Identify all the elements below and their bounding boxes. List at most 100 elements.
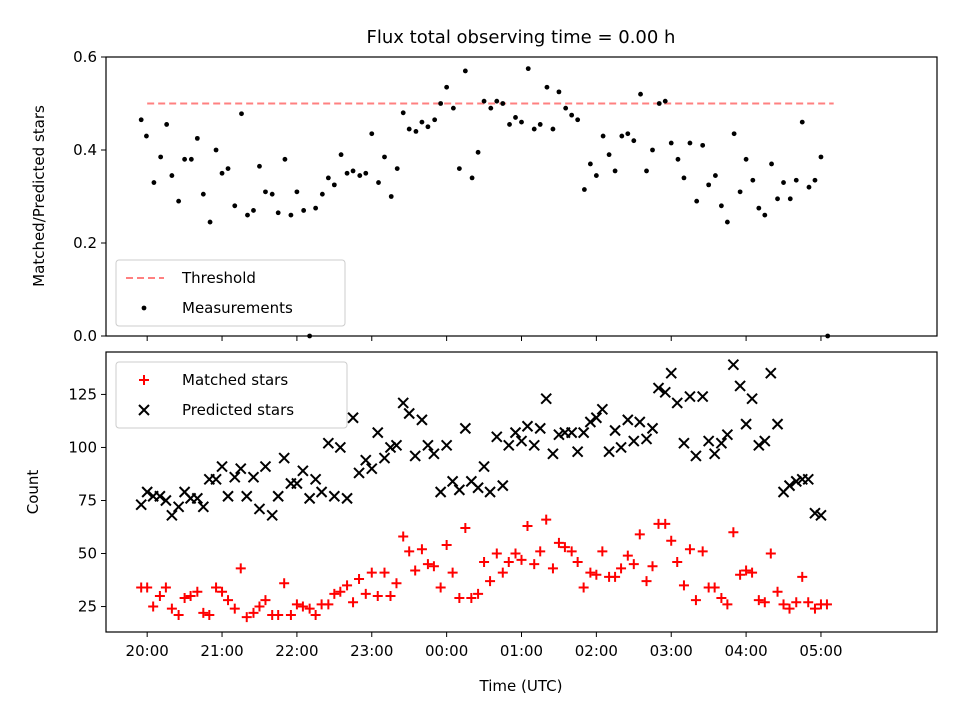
matched-star-point	[385, 590, 396, 601]
predicted-star-point	[640, 433, 653, 445]
predicted-star-point	[259, 460, 272, 473]
matched-star-point	[591, 569, 602, 580]
predicted-star-point	[291, 477, 303, 490]
predicted-star-point	[497, 479, 509, 492]
predicted-star-point	[671, 397, 683, 409]
matched-star-point	[784, 603, 795, 614]
x-tick-label: 05:00	[799, 642, 842, 660]
matched-star-point	[454, 593, 465, 604]
measurement-point	[182, 156, 188, 162]
chart-title: Flux total observing time = 0.00 h	[367, 27, 676, 48]
measurement-point	[638, 91, 643, 97]
measurement-point	[188, 156, 194, 162]
measurement-point	[363, 170, 369, 176]
measurement-point	[357, 173, 363, 178]
matched-star-point	[460, 523, 471, 534]
matched-star-point	[522, 520, 533, 531]
predicted-star-point	[609, 424, 621, 437]
matched-star-point	[410, 565, 421, 576]
measurement-point	[382, 154, 387, 160]
matched-star-point	[759, 597, 770, 608]
matched-star-point	[697, 546, 708, 557]
predicted-star-point	[397, 397, 409, 409]
measurement-point	[432, 117, 438, 123]
x-tick-label: 22:00	[275, 642, 318, 660]
measurement-point	[450, 105, 456, 111]
predicted-star-point	[428, 448, 440, 460]
legend-label: Measurements	[182, 299, 293, 317]
matched-star-point	[741, 565, 752, 576]
predicted-star-point	[297, 465, 309, 477]
measurement-point	[606, 152, 612, 158]
predicted-star-point	[665, 367, 677, 379]
predicted-star-point	[577, 426, 590, 439]
predicted-star-point	[472, 482, 484, 494]
predicted-star-point	[303, 492, 316, 505]
predicted-star-point	[684, 390, 696, 403]
predicted-star-point	[191, 492, 204, 505]
measurement-point	[687, 140, 693, 146]
matched-star-point	[684, 544, 695, 555]
matched-star-point	[791, 597, 802, 608]
measurement-point	[587, 161, 593, 167]
matched-star-point	[291, 599, 302, 610]
matched-star-point	[198, 607, 209, 618]
measurement-point	[257, 163, 262, 169]
predicted-star-point	[528, 439, 540, 452]
matched-star-point	[516, 554, 527, 565]
matched-star-point	[797, 571, 808, 582]
matched-star-point	[510, 548, 521, 559]
matched-star-point	[672, 557, 683, 567]
measurement-point	[544, 84, 550, 90]
top-y-axis-label: Matched/Predicted stars	[30, 105, 48, 287]
predicted-star-point	[210, 473, 222, 485]
predicted-star-point	[372, 426, 384, 439]
legend-predicted-marker	[138, 404, 150, 416]
matched-star-point	[248, 607, 259, 618]
predicted-star-point	[434, 486, 447, 498]
predicted-star-point	[222, 490, 234, 502]
predicted-star-point	[235, 462, 247, 475]
predicted-star-point	[360, 454, 372, 466]
measurement-point	[213, 147, 219, 153]
matched-star-point	[173, 610, 184, 621]
matched-star-point	[466, 593, 477, 604]
predicted-star-point	[540, 392, 552, 405]
predicted-star-point	[366, 462, 378, 475]
measurement-point	[144, 133, 149, 139]
measurement-point	[668, 140, 674, 146]
matched-star-point	[441, 540, 452, 551]
matched-star-point	[329, 588, 340, 599]
bottom-y-tick-label: 125	[68, 385, 97, 403]
measurement-point	[263, 189, 268, 195]
measurement-point	[737, 189, 743, 195]
bottom-y-tick-label: 50	[78, 545, 97, 563]
matched-star-point	[678, 580, 689, 591]
legend-label: Predicted stars	[182, 401, 294, 419]
matched-star-point	[535, 546, 546, 557]
top-y-tick-label: 0.0	[73, 327, 97, 345]
predicted-star-point	[197, 501, 210, 513]
matched-star-point	[354, 573, 365, 584]
matched-star-point	[285, 610, 296, 621]
predicted-star-point	[247, 471, 260, 483]
measurement-point	[338, 152, 344, 158]
predicted-star-point	[478, 460, 490, 473]
predicted-star-point	[690, 450, 702, 462]
x-tick-label: 23:00	[350, 642, 393, 660]
matched-star-point	[422, 559, 433, 570]
matched-star-point	[235, 563, 246, 574]
predicted-star-point	[241, 490, 253, 502]
predicted-star-point	[353, 467, 365, 479]
matched-star-point	[260, 595, 271, 606]
measurement-point	[724, 219, 730, 225]
matched-star-point	[616, 563, 627, 574]
measurement-point	[531, 126, 537, 132]
matched-star-point	[821, 599, 832, 610]
predicted-star-point	[702, 435, 715, 447]
predicted-star-point	[765, 367, 777, 379]
predicted-star-point	[509, 426, 522, 439]
measurement-point	[176, 198, 182, 204]
predicted-star-point	[746, 392, 758, 405]
